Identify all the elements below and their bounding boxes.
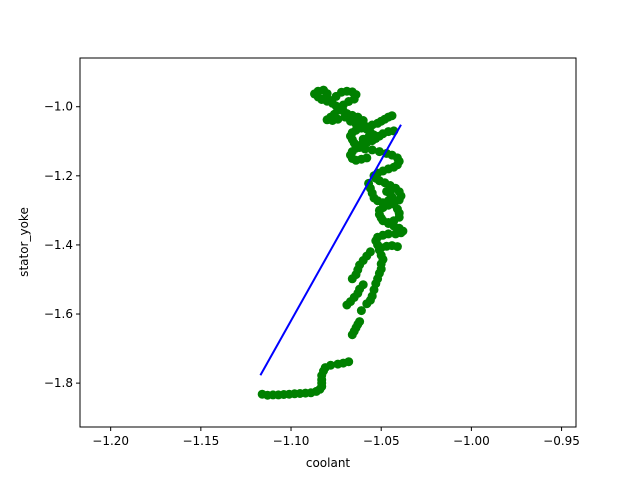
y-tick-label: −1.8 — [44, 376, 73, 390]
plot-frame — [79, 57, 577, 428]
scatter-point-81 — [374, 147, 384, 157]
scatter-point-113 — [362, 153, 372, 163]
scatter-point-174 — [347, 274, 357, 284]
scatter-point-18 — [326, 360, 336, 370]
y-tick-label: −1.0 — [44, 100, 73, 114]
x-axis-ticks: −1.20 −1.15 −1.10 −1.05 −1.00 −0.95 — [92, 427, 580, 448]
y-axis-ticks: −1.8 −1.6 −1.4 −1.2 −1.0 — [44, 100, 80, 390]
y-tick-label: −1.4 — [44, 238, 73, 252]
scatter-points — [257, 85, 408, 400]
scatter-point-27 — [356, 306, 366, 316]
scatter-point-62 — [383, 218, 393, 227]
trend-line — [259, 124, 402, 376]
x-tick-label: −1.15 — [182, 434, 219, 448]
scatter-point-26 — [355, 317, 365, 327]
scatter-point-44 — [383, 229, 393, 239]
y-tick-label: −1.6 — [44, 307, 73, 321]
scatter-point-98 — [387, 111, 397, 121]
x-axis-label: coolant — [306, 456, 351, 470]
scatter-point-144 — [333, 114, 343, 124]
y-tick-label: −1.2 — [44, 169, 73, 183]
scatter-point-21 — [344, 357, 354, 367]
x-tick-label: −1.20 — [92, 434, 129, 448]
trend-line-layer — [259, 124, 402, 376]
scatter-point-153 — [358, 134, 368, 144]
x-tick-label: −0.95 — [543, 434, 580, 448]
x-tick-label: −1.10 — [273, 434, 310, 448]
x-tick-label: −1.05 — [363, 434, 400, 448]
scatter-point-167 — [392, 242, 402, 252]
y-axis-label: stator_yoke — [17, 207, 31, 277]
scatter-point-82 — [367, 145, 377, 155]
x-tick-label: −1.00 — [453, 434, 490, 448]
scatter-point-180 — [342, 300, 352, 310]
